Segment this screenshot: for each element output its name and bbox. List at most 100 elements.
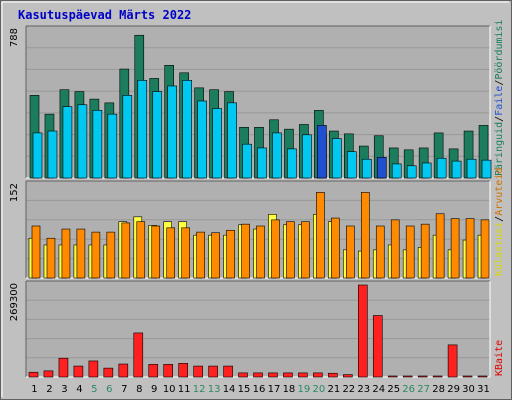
bar-sites (211, 232, 220, 279)
panel-top: 788 (9, 25, 492, 179)
bar-sites (465, 218, 475, 279)
bar-sites (301, 221, 310, 279)
chart-panels: 788 152 269300 (9, 25, 492, 378)
bar-kbytes (103, 367, 114, 378)
bar-sites (316, 192, 325, 279)
x-tick-label: 5 (91, 384, 97, 395)
bar-files (332, 138, 342, 179)
bar-sites (181, 227, 190, 279)
bar-sites (76, 228, 86, 279)
bar-files (47, 130, 58, 179)
legend-entry: Faile (494, 86, 505, 116)
bar-kbytes (313, 372, 323, 378)
bar-files (302, 134, 312, 179)
x-tick-label: 16 (253, 384, 266, 395)
bar-sites (390, 219, 400, 279)
bar-sites (151, 225, 161, 279)
x-tick-label: 1 (31, 384, 37, 395)
x-tick-label: 27 (417, 384, 430, 395)
bar-sites (121, 222, 131, 279)
bar-kbytes (283, 372, 293, 378)
bar-files (436, 157, 447, 179)
bar-kbytes (328, 372, 338, 378)
x-tick-label: 9 (151, 384, 157, 395)
bar-files (107, 113, 118, 179)
x-tick-label: 20 (313, 384, 326, 395)
bar-kbytes (43, 370, 54, 378)
bar-files (257, 147, 267, 179)
legend-entry: Pöördumisi (494, 19, 505, 79)
bar-kbytes (118, 363, 129, 378)
y-axis-max-label: 269300 (9, 283, 20, 321)
legend-entry: Arvuteid (494, 168, 505, 216)
x-tick-label: 14 (223, 384, 236, 395)
bar-files (212, 108, 222, 179)
x-tick-label: 18 (283, 384, 296, 395)
bar-sites (61, 228, 71, 279)
bar-first-visits (376, 157, 387, 179)
legend-top: Päringuid/Faile/Pöördumisi (494, 19, 505, 176)
bar-files (481, 159, 492, 179)
x-tick-label: 22 (342, 384, 355, 395)
bar-files (406, 165, 417, 179)
bar-kbytes (88, 360, 99, 378)
bar-kbytes (357, 284, 368, 378)
bar-sites (226, 229, 235, 279)
bar-kbytes (387, 375, 398, 378)
bar-kbytes (253, 372, 263, 378)
bar-sites (480, 219, 490, 279)
bar-files (197, 100, 207, 179)
y-axis-max-label: 152 (9, 183, 20, 202)
x-tick-label: 21 (327, 384, 340, 395)
x-tick-label: 17 (268, 384, 281, 395)
x-tick-label: 19 (298, 384, 311, 395)
bar-files (137, 80, 148, 179)
bar-files (167, 85, 178, 179)
bar-kbytes (208, 365, 218, 378)
bar-sites (450, 218, 460, 279)
bar-kbytes (343, 374, 353, 378)
legend-entry: KBaite (494, 340, 505, 376)
bar-sites (46, 237, 56, 279)
x-tick-label: 25 (387, 384, 400, 395)
bar-files (287, 148, 297, 179)
x-tick-label: 31 (477, 384, 490, 395)
bar-kbytes (193, 365, 203, 378)
bar-sites (106, 231, 116, 279)
bar-kbytes (462, 375, 473, 378)
bar-first-visits (317, 125, 327, 179)
panel-bottom: 269300 (9, 280, 491, 378)
legend-entry: Päringuid (494, 122, 505, 176)
bar-kbytes (432, 375, 443, 378)
x-tick-label: 4 (76, 384, 82, 395)
bar-files (152, 91, 163, 179)
x-tick-label: 10 (163, 384, 176, 395)
legend-separator: / (494, 80, 505, 86)
bar-files (32, 132, 43, 179)
bar-sites (286, 221, 295, 279)
bar-sites (136, 221, 146, 279)
bar-kbytes (58, 357, 69, 378)
bar-sites (375, 225, 385, 279)
bar-files (62, 106, 73, 179)
legends: Päringuid/Faile/PöördumisiKülastusi/Arvu… (494, 19, 505, 376)
x-axis-labels: 1 2 3 4 5 6 7 8 9 10 11 12 13 14 15 16 17 18 19 20 21 22 23 24 2… (31, 384, 490, 395)
legend-middle: Külastusi/Arvuteid (494, 168, 505, 276)
bar-files (227, 102, 237, 179)
bar-kbytes (402, 375, 413, 378)
x-tick-label: 15 (238, 384, 251, 395)
bar-sites (256, 225, 265, 279)
bar-sites (166, 227, 176, 279)
bar-sites (241, 223, 250, 279)
bar-kbytes (447, 344, 458, 378)
x-tick-label: 12 (193, 384, 206, 395)
x-tick-label: 13 (208, 384, 221, 395)
bar-kbytes (148, 364, 159, 378)
bar-kbytes (268, 372, 278, 378)
bar-files (347, 151, 357, 179)
bar-files (242, 143, 252, 179)
bar-kbytes (417, 375, 428, 378)
x-tick-label: 3 (61, 384, 67, 395)
